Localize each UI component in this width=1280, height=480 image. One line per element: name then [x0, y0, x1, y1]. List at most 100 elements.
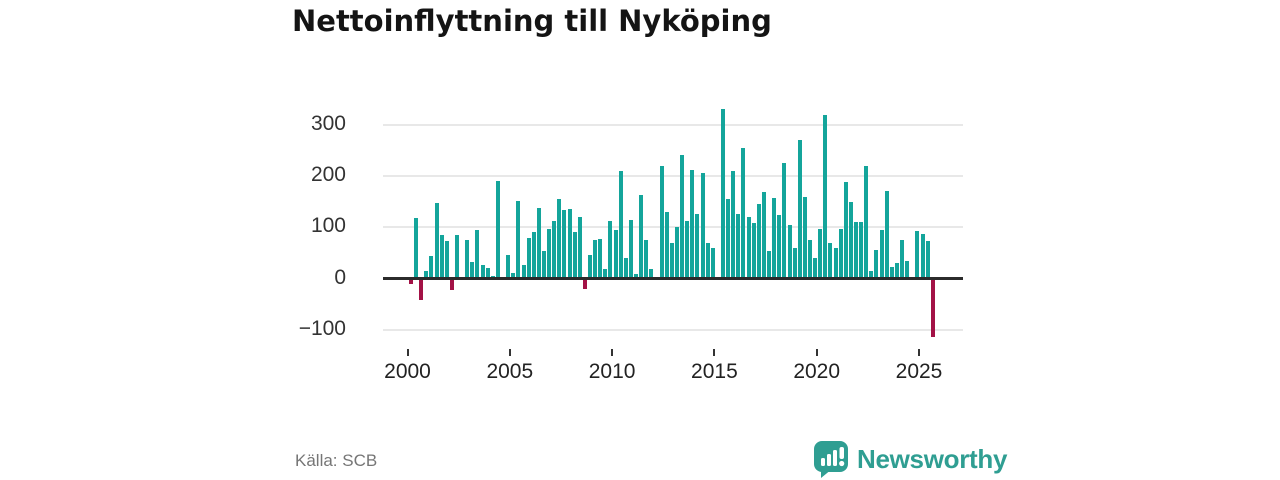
bar-2017-q2 — [761, 192, 766, 279]
bar-2025-q3 — [930, 278, 935, 338]
y-tick-label: −100 — [298, 316, 346, 340]
bar-2025-q2 — [925, 241, 930, 279]
y-tick-label: 300 — [310, 111, 346, 135]
bar-2000-q2 — [414, 217, 419, 279]
bar-2020-q1 — [818, 229, 823, 279]
bar-2024-q2 — [905, 261, 910, 279]
bar-2013-q4 — [690, 169, 695, 279]
gridline — [383, 123, 963, 126]
bar-2014-q4 — [710, 248, 715, 279]
bar-2010-q1 — [613, 229, 618, 279]
x-tick-label: 2005 — [486, 360, 534, 383]
bar-2002-q2 — [455, 234, 460, 279]
bar-2013-q2 — [680, 155, 685, 279]
bar-2001-q4 — [444, 240, 449, 279]
bar-2014-q2 — [700, 173, 705, 279]
bar-2006-q2 — [536, 208, 541, 279]
x-tick-mark — [508, 349, 511, 356]
bar-2008-q3 — [582, 278, 587, 289]
bar-2006-q4 — [547, 228, 552, 279]
bar-2007-q2 — [557, 198, 562, 279]
bar-2020-q3 — [828, 242, 833, 279]
bar-2008-q4 — [588, 255, 593, 279]
bar-2022-q2 — [864, 165, 869, 279]
bar-2017-q3 — [767, 250, 772, 279]
source-note: Källa: SCB — [295, 451, 378, 470]
bar-2009-q1 — [593, 240, 598, 279]
bar-2007-q1 — [552, 221, 557, 279]
bar-2010-q2 — [618, 170, 623, 279]
bar-2005-q1 — [511, 273, 516, 279]
bar-2010-q4 — [628, 220, 633, 279]
bar-2005-q3 — [521, 265, 526, 279]
bar-2025-q1 — [920, 234, 925, 279]
bar-2024-q1 — [900, 240, 905, 279]
bar-2012-q3 — [664, 212, 669, 279]
bar-2021-q4 — [854, 221, 858, 279]
bar-2017-q4 — [772, 197, 777, 279]
x-tick-mark — [815, 349, 818, 356]
bar-2020-q2 — [823, 115, 828, 279]
bar-2018-q3 — [787, 224, 792, 279]
bar-2018-q1 — [777, 214, 782, 279]
bar-2022-q3 — [869, 270, 874, 279]
bar-2011-q4 — [649, 269, 654, 279]
newsworthy-logo-icon — [814, 441, 848, 478]
bar-2019-q3 — [807, 240, 812, 279]
bar-2019-q4 — [813, 257, 818, 279]
bar-2021-q2 — [843, 182, 848, 279]
bar-2006-q1 — [531, 231, 536, 279]
bar-2015-q4 — [731, 170, 736, 279]
y-tick-label: 0 — [334, 265, 346, 289]
bar-2016-q4 — [751, 222, 756, 279]
bar-2009-q2 — [598, 238, 603, 279]
bar-2017-q1 — [756, 204, 761, 279]
bar-2024-q4 — [915, 231, 920, 279]
x-axis-zero-line — [383, 277, 963, 280]
bar-2011-q3 — [644, 240, 649, 279]
x-tick-mark — [611, 349, 614, 356]
bar-2002-q1 — [449, 278, 454, 291]
x-tick-label: 2020 — [793, 360, 841, 383]
bar-2020-q4 — [833, 247, 838, 279]
bar-2023-q4 — [894, 262, 899, 279]
bar-2000-q4 — [424, 270, 429, 279]
bar-2008-q2 — [577, 217, 582, 279]
bar-2023-q1 — [879, 230, 884, 279]
bar-2022-q1 — [859, 222, 864, 279]
bar-2019-q1 — [797, 139, 802, 279]
bar-2007-q4 — [567, 208, 572, 279]
bar-2006-q3 — [541, 251, 546, 279]
gridline — [383, 174, 963, 177]
bar-2016-q2 — [741, 147, 746, 279]
gridline — [383, 226, 963, 229]
bar-2008-q1 — [572, 232, 577, 279]
bar-2011-q2 — [639, 194, 644, 279]
x-tick-label: 2025 — [895, 360, 943, 383]
bar-2014-q1 — [695, 214, 700, 279]
bar-2010-q3 — [623, 258, 628, 279]
bar-2003-q1 — [470, 262, 475, 279]
x-tick-mark — [406, 349, 409, 356]
newsworthy-brand: Newsworthy — [813, 440, 1007, 479]
bar-2023-q2 — [884, 190, 889, 279]
bar-2014-q3 — [705, 242, 710, 279]
bar-2009-q4 — [608, 221, 613, 279]
y-tick-label: 100 — [310, 214, 346, 238]
bar-2004-q2 — [495, 181, 500, 279]
bar-2013-q3 — [685, 221, 690, 279]
bar-2022-q4 — [874, 250, 879, 279]
chart-title: Nettoinflyttning till Nyköping — [292, 4, 772, 38]
x-tick-label: 2000 — [384, 360, 431, 383]
bar-2003-q4 — [485, 268, 490, 279]
bar-2021-q3 — [848, 201, 853, 279]
bar-2007-q3 — [562, 209, 567, 279]
bar-2001-q2 — [434, 202, 439, 279]
y-tick-label: 200 — [310, 162, 346, 186]
bar-2004-q4 — [506, 254, 511, 279]
plot-area: 2000 2005 2010 2015 2020 2025 — [383, 95, 965, 395]
bar-2001-q3 — [439, 235, 444, 279]
bar-2019-q2 — [802, 197, 807, 279]
bar-2023-q3 — [889, 267, 894, 279]
